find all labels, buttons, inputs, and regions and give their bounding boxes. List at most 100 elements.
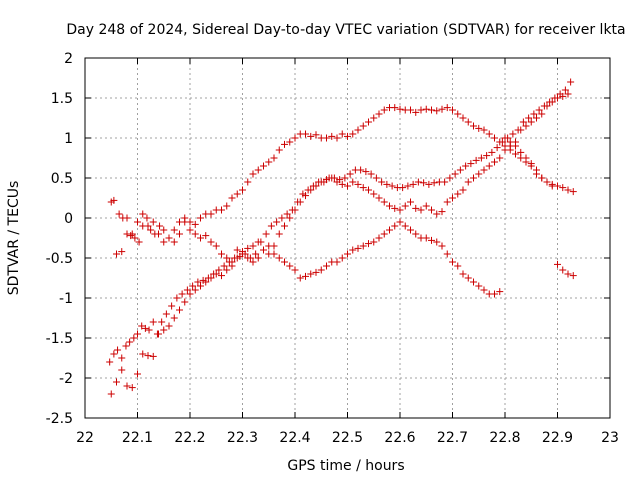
data-point	[438, 208, 446, 216]
data-point	[554, 260, 561, 268]
data-point	[160, 238, 168, 246]
data-point	[139, 210, 147, 218]
data-point	[412, 230, 420, 238]
data-point	[223, 266, 231, 274]
x-tick-label: 22.8	[489, 430, 520, 446]
data-point	[176, 218, 183, 226]
data-point	[386, 202, 393, 210]
data-point	[464, 118, 472, 126]
data-point	[265, 158, 273, 166]
data-point	[283, 210, 291, 218]
data-point	[459, 186, 467, 194]
data-point	[422, 234, 430, 242]
data-point	[267, 222, 275, 230]
data-point	[110, 196, 118, 204]
data-point	[443, 198, 451, 206]
data-point	[375, 110, 383, 118]
data-point	[139, 350, 147, 358]
data-point	[401, 202, 409, 210]
data-point	[127, 232, 135, 240]
x-tick-label: 22.2	[174, 430, 205, 446]
data-point	[107, 390, 115, 398]
data-point	[191, 230, 199, 238]
y-tick-label: -0.5	[46, 251, 73, 267]
data-point	[170, 226, 178, 234]
data-point	[480, 286, 488, 294]
data-point	[228, 194, 236, 202]
data-point	[114, 346, 122, 354]
data-point	[118, 248, 126, 256]
data-point	[493, 144, 501, 152]
data-point	[480, 126, 488, 134]
data-point	[189, 282, 197, 290]
data-point	[156, 222, 164, 230]
data-point	[449, 194, 456, 202]
data-point	[428, 236, 435, 244]
data-point	[407, 198, 414, 206]
data-point	[354, 126, 362, 134]
data-point	[496, 154, 504, 162]
data-point	[270, 154, 278, 162]
data-point	[464, 274, 472, 282]
data-point	[265, 250, 273, 258]
data-point	[569, 188, 577, 196]
data-point	[215, 266, 223, 274]
data-point	[480, 166, 488, 174]
data-point	[202, 232, 210, 240]
data-point	[122, 342, 130, 350]
data-point	[307, 132, 315, 140]
data-point	[417, 106, 425, 114]
data-point	[239, 186, 246, 194]
data-point	[359, 242, 367, 250]
x-tick-label: 22.5	[332, 430, 363, 446]
data-point	[323, 134, 330, 142]
y-tick-label: 0	[64, 211, 73, 227]
data-point	[135, 238, 143, 246]
data-point	[186, 218, 194, 226]
data-point	[354, 180, 362, 188]
data-point	[254, 254, 262, 262]
data-point	[183, 286, 191, 294]
data-point	[291, 266, 299, 274]
data-point	[472, 156, 480, 164]
data-point	[191, 286, 199, 294]
data-point	[176, 230, 183, 238]
data-point	[370, 238, 378, 246]
data-point	[433, 238, 441, 246]
data-point	[168, 302, 176, 310]
x-tick-labels: 22 22.1 22.2 22.3 22.4 22.5 22.6 22.7 22.8 22.9 23	[76, 430, 619, 446]
data-point	[131, 234, 139, 242]
data-point	[118, 354, 126, 362]
data-point	[407, 226, 414, 234]
data-point	[401, 222, 409, 230]
data-point	[123, 214, 131, 222]
data-point	[533, 114, 540, 122]
data-point	[197, 234, 204, 242]
data-point	[344, 132, 351, 140]
data-point	[302, 272, 309, 280]
data-point	[475, 282, 483, 290]
data-point	[106, 358, 114, 366]
data-point	[155, 330, 162, 338]
data-point	[138, 322, 146, 330]
data-point	[491, 134, 498, 142]
data-point	[323, 176, 330, 184]
data-point	[380, 198, 388, 206]
data-point	[533, 170, 540, 178]
data-point	[559, 266, 567, 274]
data-point	[438, 105, 446, 113]
x-tick-label: 22.6	[384, 430, 415, 446]
y-tick-label: -2.5	[46, 411, 73, 427]
data-point	[244, 254, 252, 262]
data-point	[128, 384, 136, 392]
data-point	[477, 154, 485, 162]
data-point	[485, 162, 493, 170]
data-point	[485, 130, 493, 138]
data-point	[134, 330, 141, 338]
data-point	[454, 110, 462, 118]
data-point	[470, 122, 477, 130]
y-axis-label: SDTVAR / TECUs	[6, 181, 22, 296]
data-point	[296, 198, 304, 206]
data-point	[202, 278, 210, 286]
